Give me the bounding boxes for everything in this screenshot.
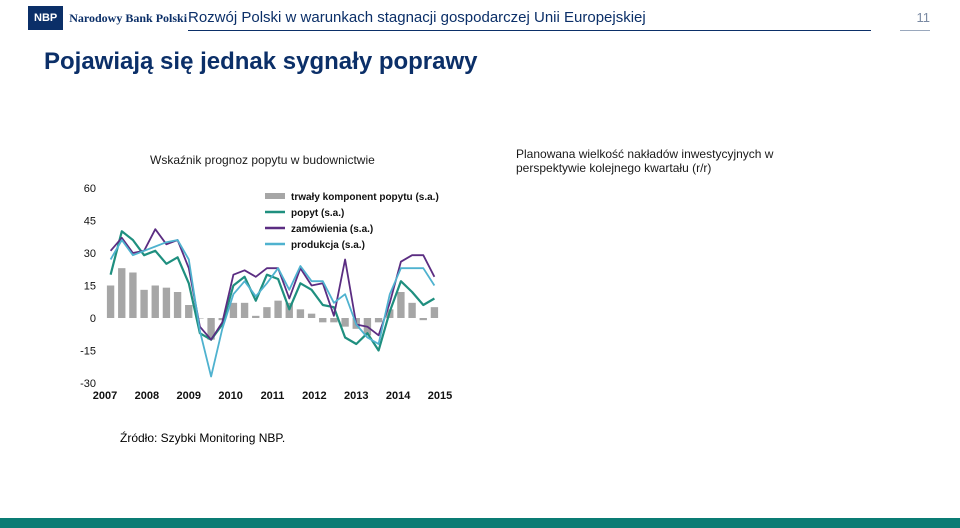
x-tick-label: 2013: [344, 390, 368, 402]
bar-trwaly-komponent: [196, 318, 204, 319]
legend-label: produkcja (s.a.): [291, 240, 365, 251]
bar-trwaly-komponent: [285, 302, 293, 318]
y-tick-label: -30: [80, 378, 96, 390]
x-tick-label: 2008: [135, 390, 159, 402]
bar-trwaly-komponent: [118, 268, 126, 318]
bar-trwaly-komponent: [307, 313, 316, 318]
bar-trwaly-komponent: [252, 315, 260, 318]
legend-label: popyt (s.a.): [291, 208, 344, 219]
nbp-logo-name: Narodowy Bank Polski: [69, 10, 188, 25]
bar-trwaly-komponent: [397, 292, 405, 318]
bar-trwaly-komponent: [341, 318, 349, 327]
left-chart-title: Wskaźnik prognoz popytu w budownictwie: [150, 153, 375, 167]
bar-trwaly-komponent: [229, 302, 238, 318]
investment-plans-chart: 20100-10-20-30-402012201320142015budowni…: [0, 186, 430, 418]
right-chart-title: Planowana wielkość nakładów inwestycyjny…: [516, 147, 774, 175]
legend-label: trwały komponent popytu (s.a.): [291, 192, 439, 203]
bar-trwaly-komponent: [296, 309, 305, 318]
bar-trwaly-komponent: [274, 300, 282, 318]
x-tick-label: 2011: [261, 390, 285, 402]
y-tick-label: 0: [90, 313, 96, 325]
x-tick-label: 2012: [302, 390, 326, 402]
nbp-logo: NBP Narodowy Bank Polski: [28, 6, 187, 30]
nbp-logo-abbr: NBP: [28, 6, 64, 30]
y-tick-label: -15: [80, 346, 96, 358]
page-number: 11: [916, 10, 931, 25]
footer-bar: [0, 518, 960, 528]
x-tick-label: 2007: [93, 390, 117, 402]
bar-trwaly-komponent: [207, 318, 215, 340]
bar-trwaly-komponent: [319, 318, 327, 323]
x-tick-label: 2015: [428, 390, 452, 402]
series-line-zamowienia: [109, 228, 436, 341]
bar-trwaly-komponent: [330, 318, 338, 323]
source-note: Źródło: Szybki Monitoring NBP.: [120, 431, 286, 445]
bar-trwaly-komponent: [140, 289, 148, 318]
bar-trwaly-komponent: [129, 272, 137, 318]
page-number-divider: [900, 30, 930, 31]
bar-trwaly-komponent: [162, 287, 171, 318]
bar-trwaly-komponent: [263, 307, 271, 318]
bar-trwaly-komponent: [185, 305, 193, 318]
slide-title: Pojawiają się jednak sygnały poprawy: [44, 48, 478, 75]
y-tick-label: 45: [84, 216, 96, 228]
x-tick-label: 2010: [218, 390, 242, 402]
y-tick-label: 15: [84, 281, 96, 293]
series-line-produkcja: [109, 239, 436, 378]
legend-label: zamówienia (s.a.): [291, 224, 373, 235]
x-tick-label: 2014: [386, 390, 411, 402]
bar-trwaly-komponent: [106, 285, 115, 318]
header-divider: [188, 30, 871, 31]
x-tick-label: 2009: [177, 390, 201, 402]
bar-trwaly-komponent: [374, 318, 383, 323]
bar-trwaly-komponent: [240, 302, 249, 318]
bar-trwaly-komponent: [173, 292, 182, 318]
y-tick-label: 30: [84, 248, 96, 260]
bar-trwaly-komponent: [151, 285, 159, 318]
presentation-title: Rozwój Polski w warunkach stagnacji gosp…: [188, 9, 646, 26]
bar-trwaly-komponent: [430, 307, 439, 318]
bar-trwaly-komponent: [419, 318, 427, 321]
y-tick-label: 60: [84, 183, 96, 195]
bar-trwaly-komponent: [408, 302, 416, 318]
legend-swatch: [265, 193, 285, 199]
